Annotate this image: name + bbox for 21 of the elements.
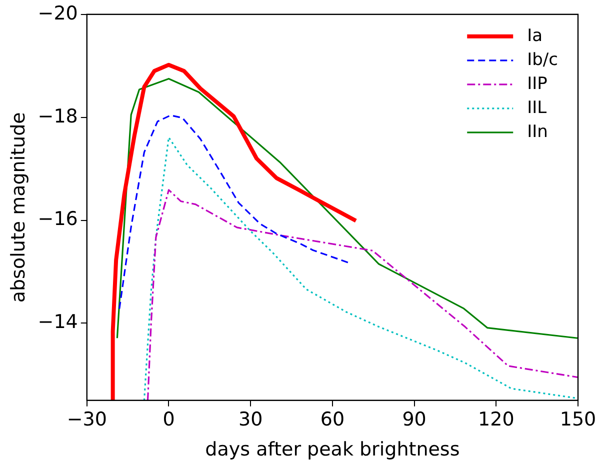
y-tick-label: −14 [38, 311, 78, 334]
legend-label: IIP [527, 74, 548, 94]
y-tick-label: −16 [38, 208, 78, 230]
x-tick-label: 30 [238, 408, 263, 431]
x-tick-label: 120 [478, 408, 514, 431]
y-tick-label: −20 [38, 2, 78, 24]
x-axis-title: days after peak brightness [205, 438, 460, 461]
x-tick-label: 0 [162, 408, 175, 431]
x-tick-label: 150 [560, 408, 596, 431]
line-series [146, 189, 578, 400]
y-tick-label: −18 [38, 105, 78, 128]
legend-label: Ia [527, 26, 543, 46]
line-series [118, 114, 350, 310]
legend-label: Ib/c [527, 50, 558, 70]
legend-label: IIn [527, 122, 548, 142]
x-tick-label: 90 [402, 408, 426, 431]
legend-label: IIL [527, 98, 548, 118]
x-tick-label: −30 [66, 408, 107, 431]
line-series [143, 136, 578, 400]
x-tick-label: 60 [320, 408, 345, 431]
y-axis-title: absolute magnitude [7, 112, 30, 303]
